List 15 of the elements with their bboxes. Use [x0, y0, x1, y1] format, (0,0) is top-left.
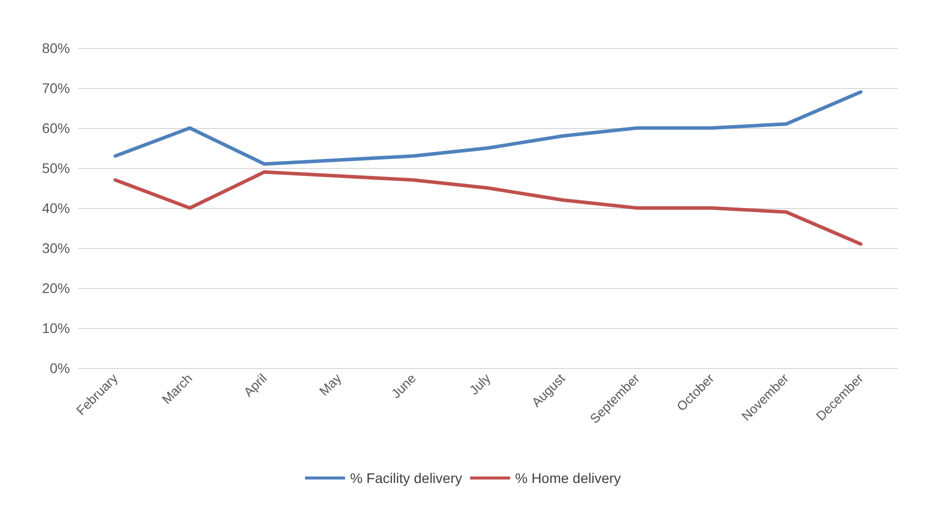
- y-tick-label: 30%: [42, 240, 70, 256]
- line-series: [114, 90, 862, 166]
- y-tick-label: 0%: [50, 360, 70, 376]
- y-tick-label: 50%: [42, 160, 70, 176]
- x-tick-label: May: [316, 370, 345, 399]
- y-tick-label: 60%: [42, 120, 70, 136]
- x-tick-label: July: [466, 370, 494, 398]
- y-tick-label: 20%: [42, 280, 70, 296]
- y-tick-label: 10%: [42, 320, 70, 336]
- legend-label: % Facility delivery: [350, 470, 462, 486]
- y-tick-label: 80%: [42, 40, 70, 56]
- line-series: [114, 170, 862, 246]
- y-tick-label: 40%: [42, 200, 70, 216]
- y-tick-label: 70%: [42, 80, 70, 96]
- legend-label: % Home delivery: [515, 470, 621, 486]
